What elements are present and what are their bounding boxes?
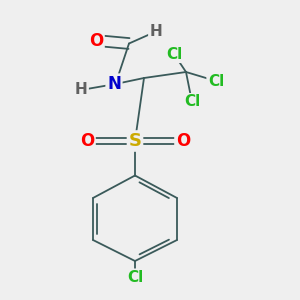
Text: O: O [176,132,190,150]
Text: Cl: Cl [166,46,182,62]
Text: H: H [150,24,162,39]
Text: N: N [107,75,121,93]
Text: H: H [75,82,87,98]
Text: O: O [89,32,103,50]
Text: Cl: Cl [127,270,143,285]
Text: Cl: Cl [208,74,224,88]
Text: S: S [128,132,142,150]
Text: Cl: Cl [184,94,200,110]
Text: O: O [80,132,94,150]
